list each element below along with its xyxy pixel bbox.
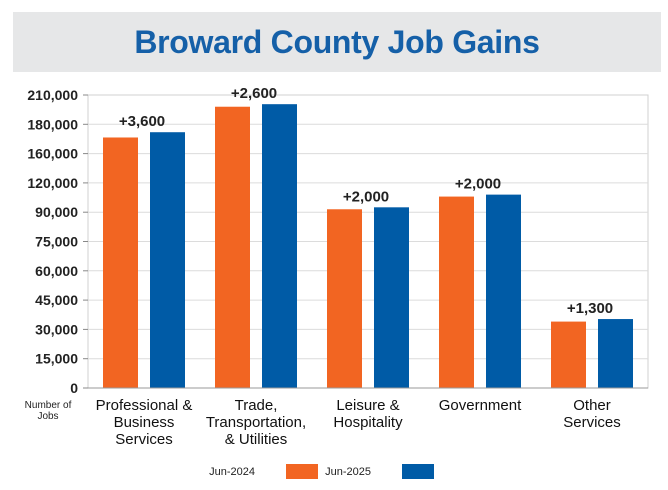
legend-swatch xyxy=(402,464,434,479)
bar-jun-2025 xyxy=(150,132,185,388)
legend-label: Jun-2025 xyxy=(325,466,371,478)
bar-jun-2024 xyxy=(327,209,362,388)
bar-jun-2024 xyxy=(215,106,250,388)
y-tick-label: 120,000 xyxy=(27,175,78,191)
data-label: +3,600 xyxy=(119,113,165,130)
category-label: Government xyxy=(439,397,522,414)
category-label: Leisure & Hospitality xyxy=(333,397,403,431)
data-label: +2,000 xyxy=(455,176,501,193)
data-label: +1,300 xyxy=(567,300,613,317)
bar-jun-2025 xyxy=(598,319,633,388)
data-label: +2,600 xyxy=(231,85,277,102)
legend-label: Jun-2024 xyxy=(209,466,255,478)
y-tick-label: 75,000 xyxy=(35,234,78,250)
y-axis-label: Number of Jobs xyxy=(25,400,72,422)
bar-jun-2024 xyxy=(103,137,138,388)
y-tick-label: 30,000 xyxy=(35,321,78,337)
bar-jun-2024 xyxy=(439,196,474,388)
data-label: +2,000 xyxy=(343,188,389,205)
category-label: Trade, Transportation, & Utilities xyxy=(206,397,306,448)
bar-jun-2025 xyxy=(374,207,409,388)
legend-swatch xyxy=(286,464,318,479)
y-tick-label: 180,000 xyxy=(27,116,78,132)
title-banner: Broward County Job Gains xyxy=(13,12,661,72)
y-tick-label: 210,000 xyxy=(27,87,78,103)
y-tick-label: 90,000 xyxy=(35,204,78,220)
y-tick-label: 15,000 xyxy=(35,351,78,367)
y-tick-label: 160,000 xyxy=(27,146,78,162)
bar-jun-2025 xyxy=(486,194,521,388)
y-tick-label: 45,000 xyxy=(35,292,78,308)
category-label: Other Services xyxy=(563,397,621,431)
bar-jun-2024 xyxy=(551,321,586,388)
bar-jun-2025 xyxy=(262,104,297,388)
category-label: Professional & Business Services xyxy=(96,397,193,448)
chart-title: Broward County Job Gains xyxy=(134,24,540,60)
y-tick-label: 0 xyxy=(70,380,78,396)
y-tick-label: 60,000 xyxy=(35,263,78,279)
